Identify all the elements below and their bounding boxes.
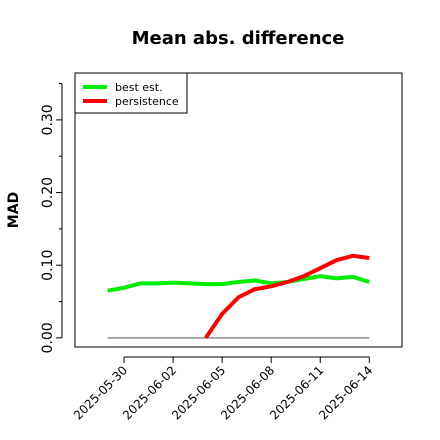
legend-box — [74, 72, 188, 114]
plot-frame — [74, 72, 403, 348]
chart-title: Mean abs. difference — [132, 28, 345, 49]
legend-label: persistence — [115, 95, 179, 108]
y-tick-label: 0.30 — [40, 104, 56, 135]
y-tick-label: 0.10 — [40, 250, 56, 281]
y-axis-label: MAD — [6, 192, 22, 228]
series-line — [107, 274, 370, 293]
y-tick-label: 0.20 — [40, 177, 56, 208]
legend: best est.persistence — [74, 72, 188, 114]
legend-label: best est. — [115, 81, 163, 94]
series-line — [204, 253, 370, 340]
y-tick-label: 0.00 — [40, 322, 56, 353]
